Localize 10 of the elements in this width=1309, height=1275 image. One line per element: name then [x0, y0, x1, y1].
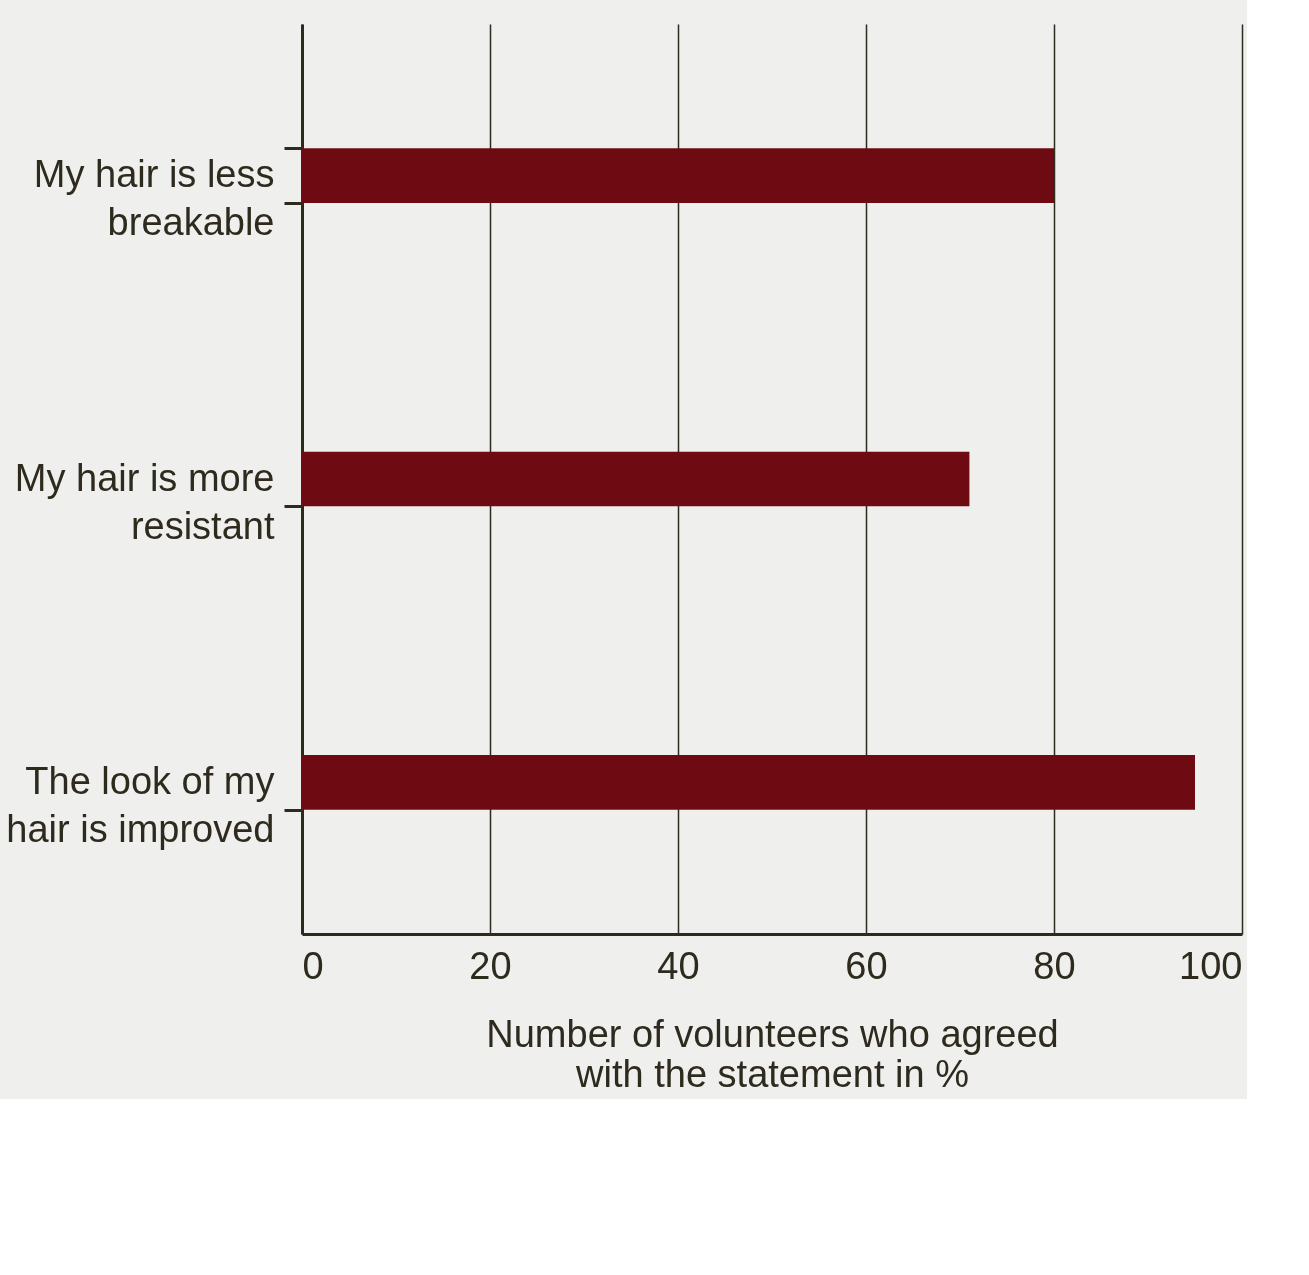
y-tick-label: My hair is more resistant — [14, 456, 275, 547]
y-tick-label: My hair is less breakable — [33, 153, 275, 244]
x-axis-title: Number of volunteers who agreed with the statement in % — [486, 1012, 1059, 1095]
x-tick-label: 100 — [1179, 944, 1243, 987]
x-tick-label: 80 — [1033, 944, 1076, 987]
x-tick-label: 60 — [845, 944, 888, 987]
x-tick-label: 40 — [657, 944, 700, 987]
y-tick-label: The look of my hair is improved — [6, 759, 275, 850]
x-tick-label: 20 — [469, 944, 512, 987]
x-tick-label: 0 — [302, 944, 324, 987]
